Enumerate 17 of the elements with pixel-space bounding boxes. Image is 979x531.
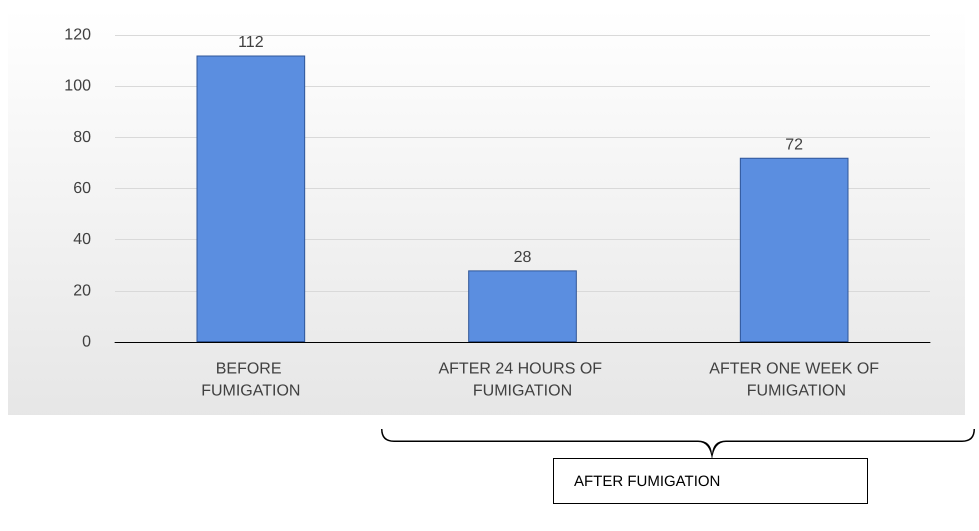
text: AFTER FUMIGATION	[553, 458, 868, 504]
x-tick-label: BEFORE FUMIGATION	[201, 360, 300, 400]
bar	[740, 158, 848, 342]
bar	[196, 55, 306, 342]
x-tick-label: AFTER 24 HOURS OF FUMIGATION	[438, 360, 607, 400]
x-tick-label: AFTER ONE WEEK OF FUMIGATION	[709, 360, 880, 400]
y-tick-label: 20	[73, 282, 92, 300]
bar	[468, 270, 577, 342]
y-tick-label: 80	[73, 128, 92, 146]
y-tick-label: 40	[73, 231, 92, 248]
data-label: 112	[238, 34, 264, 51]
data-label: 72	[785, 136, 804, 154]
data-label: 28	[514, 248, 532, 266]
y-tick-label: 120	[64, 26, 92, 44]
y-tick-label: 100	[64, 78, 92, 95]
y-tick-label: 60	[73, 180, 92, 197]
y-tick-label: 0	[82, 334, 92, 350]
